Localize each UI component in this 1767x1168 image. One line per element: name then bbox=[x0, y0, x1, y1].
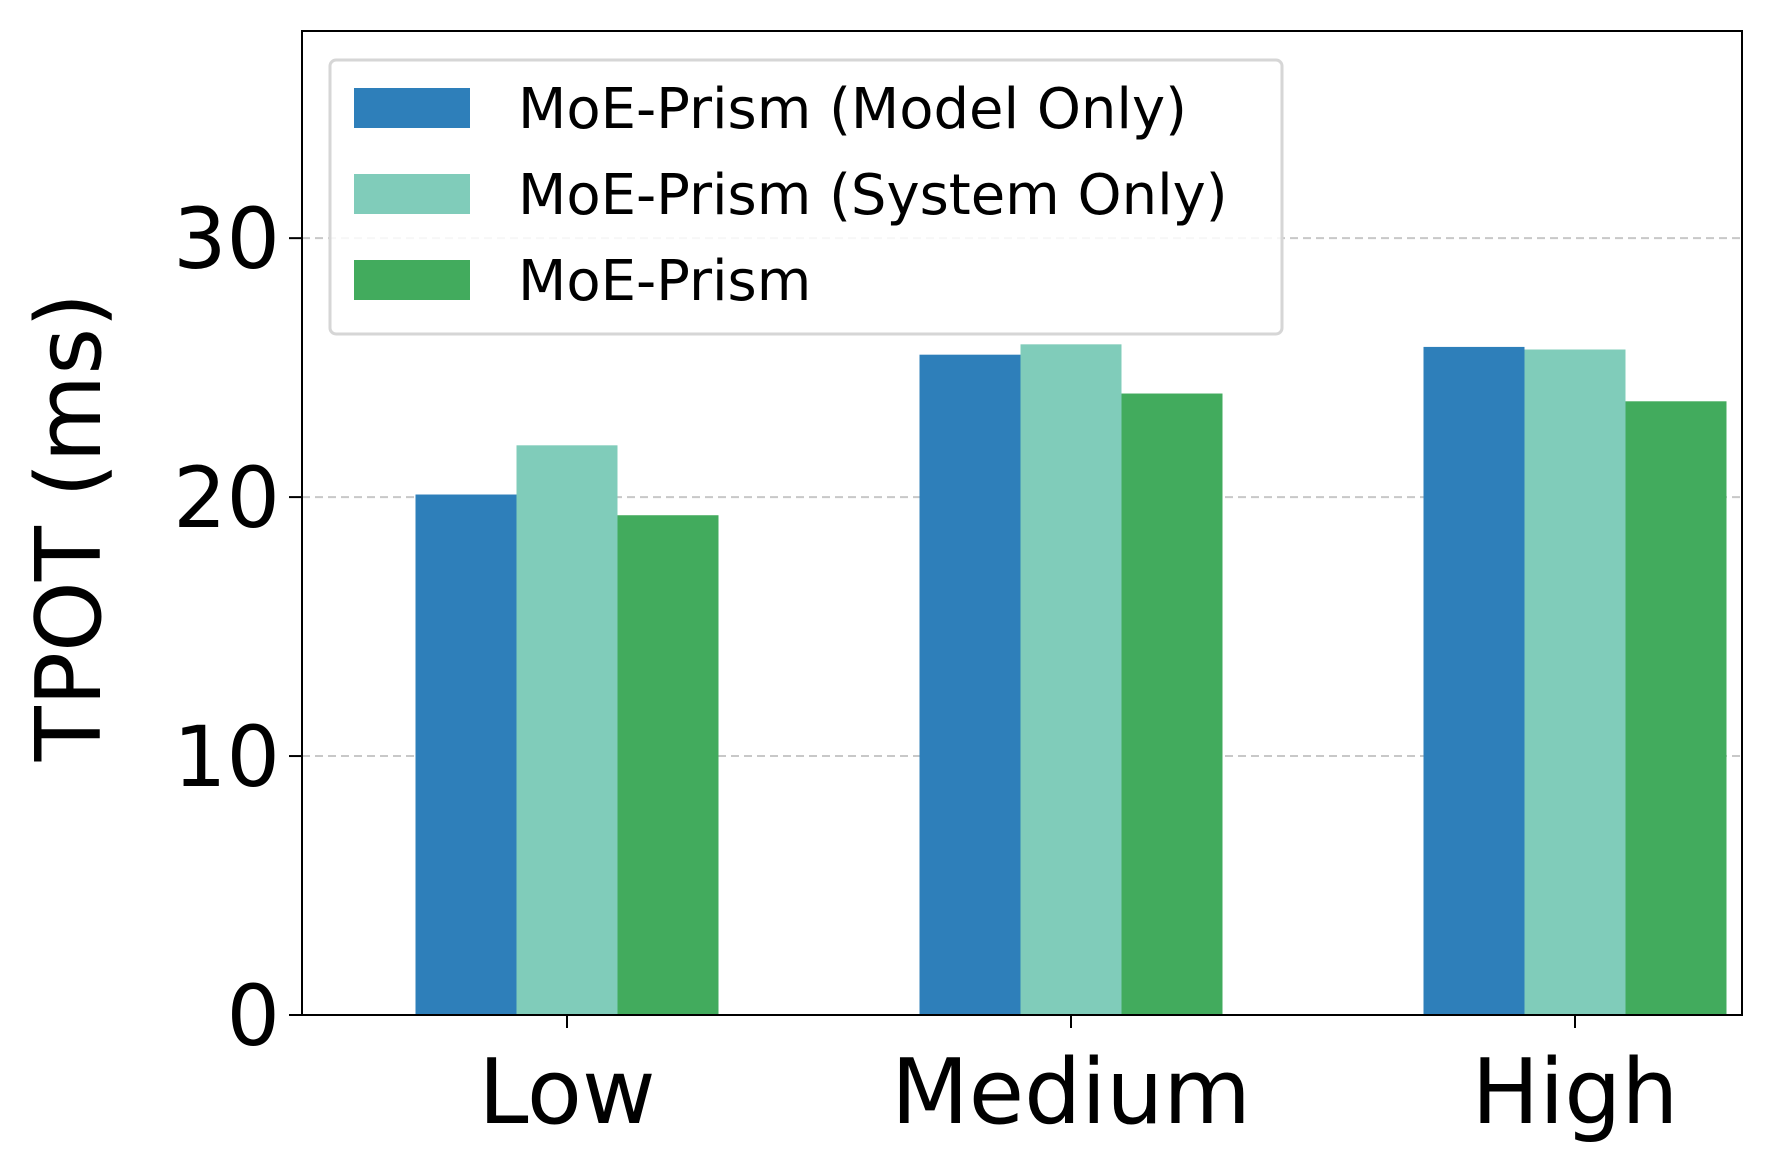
x-tick-label-medium: Medium bbox=[891, 1040, 1251, 1145]
legend-swatch-3 bbox=[354, 260, 470, 300]
x-tick-label-high: High bbox=[1472, 1040, 1679, 1145]
legend-swatch-1 bbox=[354, 88, 470, 128]
bar-low-series-3 bbox=[617, 515, 719, 1015]
x-tick-label-low: Low bbox=[478, 1040, 655, 1145]
legend-label-3: MoE-Prism bbox=[518, 249, 811, 314]
bar-high-series-3 bbox=[1625, 401, 1727, 1015]
bar-medium-series-3 bbox=[1121, 393, 1223, 1015]
y-tick-label: 20 bbox=[173, 449, 280, 547]
bar-low-series-2 bbox=[516, 445, 618, 1015]
plot-frame bbox=[301, 30, 1743, 1016]
y-tick-label: 10 bbox=[173, 708, 280, 806]
y-tick-label: 0 bbox=[227, 967, 280, 1065]
bar-high-series-2 bbox=[1524, 349, 1626, 1015]
y-axis: 0 10 20 30 bbox=[173, 190, 302, 1065]
bar-medium-series-1 bbox=[919, 354, 1021, 1015]
legend-label-2: MoE-Prism (System Only) bbox=[518, 163, 1228, 228]
legend-label-1: MoE-Prism (Model Only) bbox=[518, 77, 1187, 142]
legend-box bbox=[328, 58, 1284, 336]
bars bbox=[415, 344, 1727, 1016]
bar-medium-series-2 bbox=[1020, 344, 1122, 1016]
y-tick-label: 30 bbox=[173, 190, 280, 288]
bar-high-series-1 bbox=[1423, 346, 1525, 1016]
legend-swatch-2 bbox=[354, 174, 470, 214]
legend: MoE-Prism (Model Only) MoE-Prism (System … bbox=[328, 58, 1284, 336]
bar-low-series-1 bbox=[415, 494, 517, 1016]
x-axis: Low Medium High bbox=[478, 1015, 1678, 1145]
y-axis-title: TPOT (ms) bbox=[17, 293, 122, 762]
